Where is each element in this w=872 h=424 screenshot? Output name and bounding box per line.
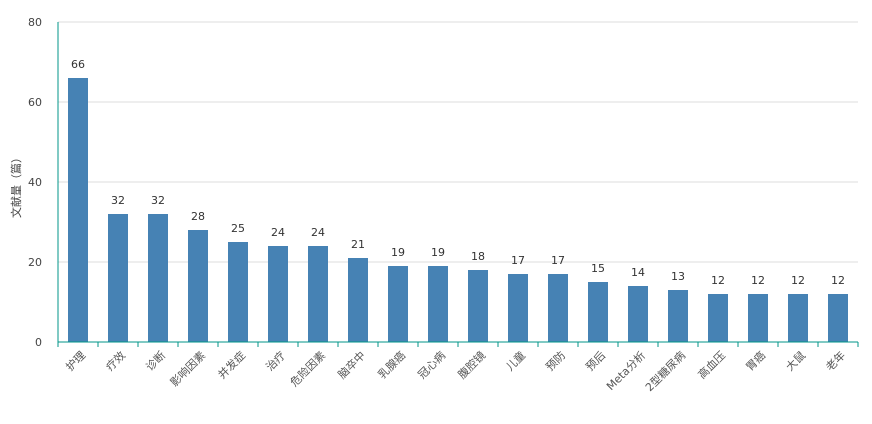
- x-category-label: 影响因素: [168, 349, 208, 389]
- bar[interactable]: [708, 294, 728, 342]
- data-label: 19: [391, 246, 405, 259]
- data-label: 32: [151, 194, 165, 207]
- bar[interactable]: [428, 266, 448, 342]
- bars: [68, 78, 848, 342]
- x-category-label: 诊断: [143, 348, 168, 373]
- data-label: 17: [551, 254, 565, 267]
- x-category-label: 预后: [583, 349, 608, 374]
- bar[interactable]: [108, 214, 128, 342]
- bar[interactable]: [68, 78, 88, 342]
- bar[interactable]: [548, 274, 568, 342]
- y-axis-title: 文献量（篇）: [9, 152, 23, 218]
- x-category-label: Meta分析: [603, 348, 648, 393]
- x-category-label: 预防: [543, 348, 568, 373]
- bar[interactable]: [508, 274, 528, 342]
- x-category-label: 大鼠: [783, 348, 808, 373]
- bar[interactable]: [748, 294, 768, 342]
- data-label: 24: [271, 226, 285, 239]
- data-label: 28: [191, 210, 205, 223]
- data-label: 18: [471, 250, 485, 263]
- bar[interactable]: [588, 282, 608, 342]
- x-category-label: 乳腺癌: [375, 348, 408, 381]
- x-category-label: 冠心病: [415, 348, 448, 381]
- x-category-label: 并发症: [215, 348, 248, 381]
- y-tick-label: 0: [35, 336, 42, 349]
- data-label: 13: [671, 270, 685, 283]
- data-labels: 66 32 32 28 25 24 24 21 19 19 18 17 17 15 14 13 12 12 12 12: [71, 58, 845, 287]
- data-label: 19: [431, 246, 445, 259]
- data-label: 17: [511, 254, 525, 267]
- bar[interactable]: [228, 242, 248, 342]
- bar[interactable]: [468, 270, 488, 342]
- bar[interactable]: [388, 266, 408, 342]
- bar[interactable]: [828, 294, 848, 342]
- y-tick-label: 60: [28, 96, 42, 109]
- y-tick-label: 20: [28, 256, 42, 269]
- axes: [57, 22, 859, 347]
- data-label: 24: [311, 226, 325, 239]
- x-category-label: 疗效: [103, 348, 128, 373]
- bar[interactable]: [268, 246, 288, 342]
- x-category-label: 2型糖尿病: [642, 348, 688, 394]
- x-category-labels: 护理 疗效 诊断 影响因素 并发症 治疗 危险因素 脑卒中 乳腺癌 冠心病 腹腔镜 儿童 预防 预后Met…: [63, 348, 848, 394]
- x-category-label: 儿童: [503, 348, 528, 373]
- data-label: 12: [791, 274, 805, 287]
- y-tick-label: 40: [28, 176, 42, 189]
- y-tick-label: 80: [28, 16, 42, 29]
- x-category-label: 护理: [63, 348, 88, 373]
- data-label: 32: [111, 194, 125, 207]
- x-category-label: 脑卒中: [335, 348, 368, 381]
- bar[interactable]: [788, 294, 808, 342]
- data-label: 15: [591, 262, 605, 275]
- data-label: 21: [351, 238, 365, 251]
- x-category-label: 危险因素: [287, 348, 328, 389]
- data-label: 12: [711, 274, 725, 287]
- bar[interactable]: [188, 230, 208, 342]
- data-label: 12: [831, 274, 845, 287]
- data-label: 14: [631, 266, 645, 279]
- grid-lines: [58, 21, 858, 263]
- y-tick-labels: 0 20 40 60 80: [28, 16, 42, 349]
- data-label: 12: [751, 274, 765, 287]
- bar[interactable]: [668, 290, 688, 342]
- x-category-label: 高血压: [695, 348, 728, 381]
- data-label: 25: [231, 222, 245, 235]
- data-label: 66: [71, 58, 85, 71]
- x-category-label: 胃癌: [743, 348, 768, 373]
- x-category-label: 老年: [823, 348, 848, 373]
- bar[interactable]: [148, 214, 168, 342]
- x-category-label: 治疗: [263, 348, 288, 373]
- bar[interactable]: [628, 286, 648, 342]
- bar[interactable]: [348, 258, 368, 342]
- bar[interactable]: [308, 246, 328, 342]
- x-category-label: 腹腔镜: [455, 348, 488, 381]
